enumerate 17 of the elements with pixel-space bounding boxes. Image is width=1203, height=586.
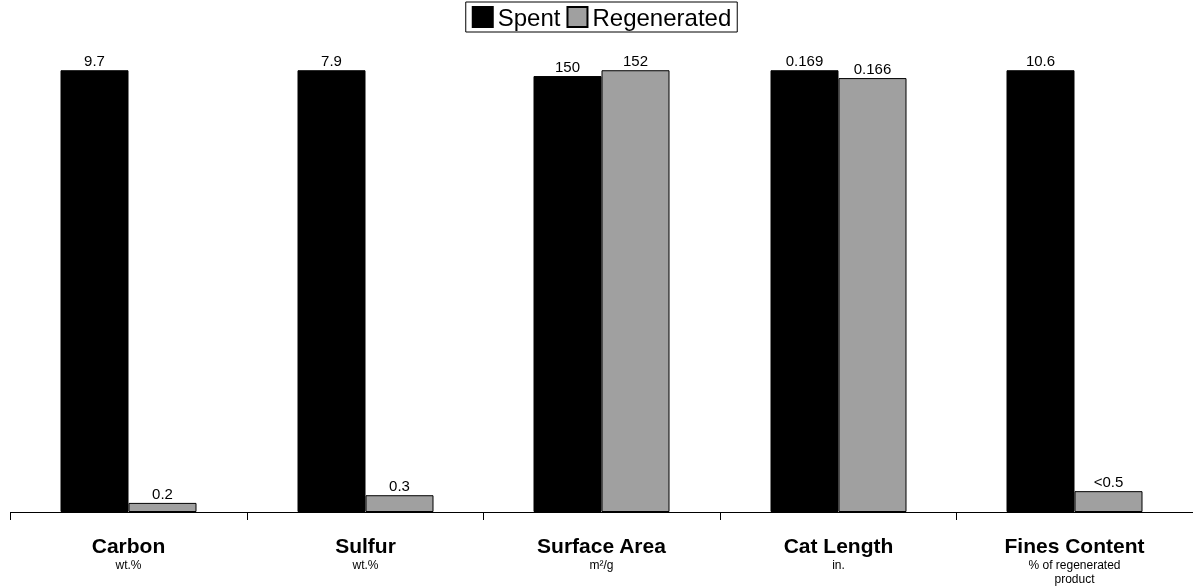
x-tick-label: Sulfur wt.%: [334, 533, 396, 572]
data-label: 10.6: [1026, 52, 1056, 70]
data-label: <0.5: [1094, 473, 1124, 491]
data-label: 0.2: [152, 484, 173, 502]
x-tick-label: Fines Content % of regenerated product: [1004, 533, 1145, 586]
data-label: 7.9: [320, 52, 342, 70]
x-tick-label: Carbon wt.%: [91, 533, 166, 572]
x-tick-label: Cat Length in.: [783, 533, 894, 572]
data-label: 152: [623, 52, 649, 70]
data-label: 9.7: [84, 52, 105, 70]
legend-label: Spent: [497, 3, 561, 31]
x-tick-label: Surface Area m²/g: [537, 533, 667, 572]
data-label: 0.169: [785, 52, 824, 70]
data-label: 0.3: [388, 477, 410, 495]
legend-label: Regenerated: [592, 3, 732, 31]
data-label: 0.166: [853, 60, 892, 78]
data-label: 150: [555, 58, 581, 76]
